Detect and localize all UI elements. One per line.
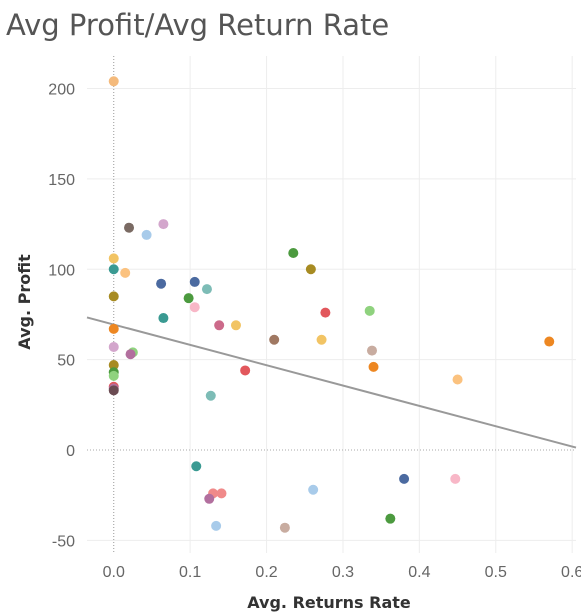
data-point [216,488,227,499]
data-point [108,323,119,334]
trend-line [86,316,577,449]
data-point [320,307,331,318]
data-point [125,349,136,360]
data-point [201,284,212,295]
data-point [230,320,241,331]
data-point [305,264,316,275]
data-point [544,336,555,347]
data-point [399,473,410,484]
data-point [158,313,169,324]
x-tick-label: 0.5 [485,564,507,581]
data-point [156,278,167,289]
data-point [316,334,327,345]
data-point [189,302,200,313]
data-point [108,370,119,381]
y-tick-label: 50 [57,353,75,370]
data-points [108,76,555,533]
data-point [158,219,169,230]
data-point [450,473,461,484]
data-point [279,522,290,533]
data-point [308,484,319,495]
data-point [108,385,119,396]
data-point [366,345,377,356]
y-tick-label: 0 [66,443,75,460]
y-tick-label: 150 [48,172,75,189]
data-point [204,493,215,504]
y-axis-label: Avg. Profit [15,254,34,350]
y-tick-label: 100 [48,262,75,279]
data-point [108,360,119,371]
grid-layer [87,56,576,553]
data-point [124,222,135,233]
data-point [108,76,119,87]
x-tick-label: 0.4 [408,564,430,581]
zero-reference-lines [87,56,576,553]
y-tick-label: 200 [48,82,75,99]
data-point [269,334,280,345]
x-tick-label: 0.1 [179,564,201,581]
data-point [211,520,222,531]
data-point [205,390,216,401]
data-point [108,264,119,275]
data-point [452,374,463,385]
data-point [141,229,152,240]
x-tick-label: 0.6 [561,564,581,581]
data-point [385,513,396,524]
trend-line-layer [86,316,577,449]
data-point [183,293,194,304]
data-point [214,320,225,331]
y-tick-label: -50 [52,533,75,550]
x-tick-label: 0.2 [255,564,277,581]
data-point [191,461,202,472]
data-point [189,276,200,287]
x-tick-label: 0.3 [332,564,354,581]
data-point [108,253,119,264]
data-point [240,365,251,376]
data-point [108,341,119,352]
data-point [288,247,299,258]
axis-ticks: 0.0 0.1 0.2 0.3 0.4 0.5 0.6 -50 0 50 100 150 200 [48,82,581,581]
data-point [120,267,131,278]
data-point [364,305,375,316]
x-tick-label: 0.0 [103,564,125,581]
data-point [368,361,379,372]
data-point [108,291,119,302]
x-axis-label: Avg. Returns Rate [247,593,411,612]
chart-title: Avg Profit/Avg Return Rate [6,8,390,42]
